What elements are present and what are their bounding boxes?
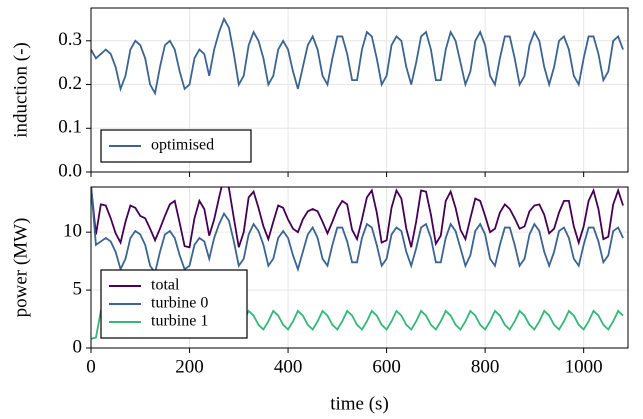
x-tick-label: 400 [274, 356, 303, 377]
y-tick-label: 0.0 [58, 160, 82, 181]
x-tick-label: 200 [175, 356, 204, 377]
y-tick-label: 0.3 [58, 29, 82, 50]
series-line [91, 187, 624, 249]
axes-frame [90, 7, 629, 173]
y-tick-label: 0 [73, 336, 83, 357]
y-tick-label: 0.2 [58, 73, 82, 94]
y-tick-label: 10 [63, 221, 82, 242]
series-line [91, 16, 624, 96]
legend-label: turbine 0 [151, 295, 208, 312]
legend-label: total [151, 277, 180, 294]
y-tick-label: 5 [73, 278, 83, 299]
x-tick-label: 800 [471, 356, 500, 377]
x-axis-label: time (s) [330, 393, 389, 414]
x-tick-label: 0 [86, 356, 96, 377]
x-tick-label: 600 [372, 356, 401, 377]
y-axis-label: power (MW) [10, 218, 31, 318]
series-line [91, 187, 624, 275]
legend-label: optimised [151, 137, 214, 154]
y-axis-label: induction (-) [10, 42, 31, 138]
legend-label: turbine 1 [151, 313, 208, 330]
y-tick-label: 0.1 [58, 117, 82, 138]
legend: optimised [100, 129, 252, 163]
axes-frame [90, 186, 629, 349]
x-tick-label: 1000 [565, 356, 603, 377]
